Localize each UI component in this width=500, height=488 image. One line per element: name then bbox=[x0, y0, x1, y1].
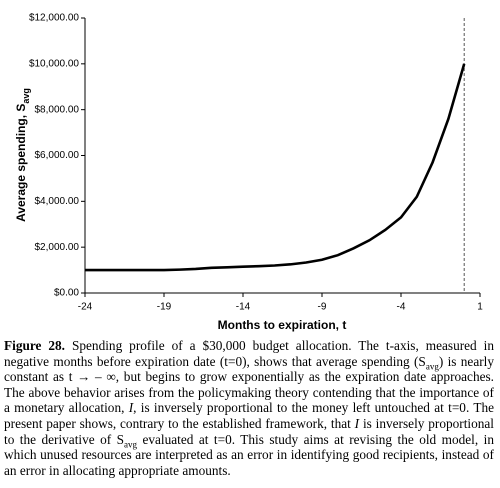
x-tick-label: 1 bbox=[477, 302, 483, 313]
caption-sub: avg bbox=[124, 439, 138, 450]
data-line bbox=[85, 63, 466, 272]
caption-normal: is inversely proportional to the derivat… bbox=[4, 415, 494, 447]
y-tick-label: $2,000.00 bbox=[35, 242, 80, 253]
caption-normal: evaluated at t=0. This study aims at rev… bbox=[4, 431, 494, 478]
caption: Figure 28. Spending profile of a $30,000… bbox=[4, 338, 494, 478]
x-tick-label: -24 bbox=[78, 302, 93, 313]
y-tick-label: $8,000.00 bbox=[35, 104, 80, 115]
y-tick-label: $12,000.00 bbox=[29, 13, 79, 24]
caption-normal: Spending profile of a $30,000 budget all… bbox=[4, 338, 495, 369]
y-tick-label: $10,000.00 bbox=[29, 58, 79, 69]
x-tick-label: -14 bbox=[236, 302, 251, 313]
caption-italic: I bbox=[128, 400, 134, 416]
caption-sub: avg bbox=[425, 361, 439, 372]
caption-italic: I bbox=[354, 415, 360, 431]
y-tick-label: $6,000.00 bbox=[35, 150, 80, 161]
y-tick-label: $4,000.00 bbox=[35, 196, 80, 207]
x-tick-label: -9 bbox=[318, 302, 327, 313]
y-axis-label: Average spending, Savg bbox=[14, 88, 31, 222]
caption-normal: ) is nearly constant as t → – ∞, but beg… bbox=[4, 353, 494, 416]
caption-normal: , is inversely proportional to the money… bbox=[4, 400, 494, 431]
y-tick-label: $0.00 bbox=[54, 288, 79, 299]
chart: Months to expiration, t Average spending… bbox=[14, 13, 483, 333]
x-tick-label: -19 bbox=[157, 302, 172, 313]
y-axis-label-main: Average spending, S bbox=[14, 104, 28, 222]
x-tick-label: -4 bbox=[397, 302, 406, 313]
x-axis-label: Months to expiration, t bbox=[218, 318, 347, 332]
y-axis-label-subscript: avg bbox=[21, 88, 31, 104]
caption-bold: Figure 28. bbox=[4, 338, 66, 353]
